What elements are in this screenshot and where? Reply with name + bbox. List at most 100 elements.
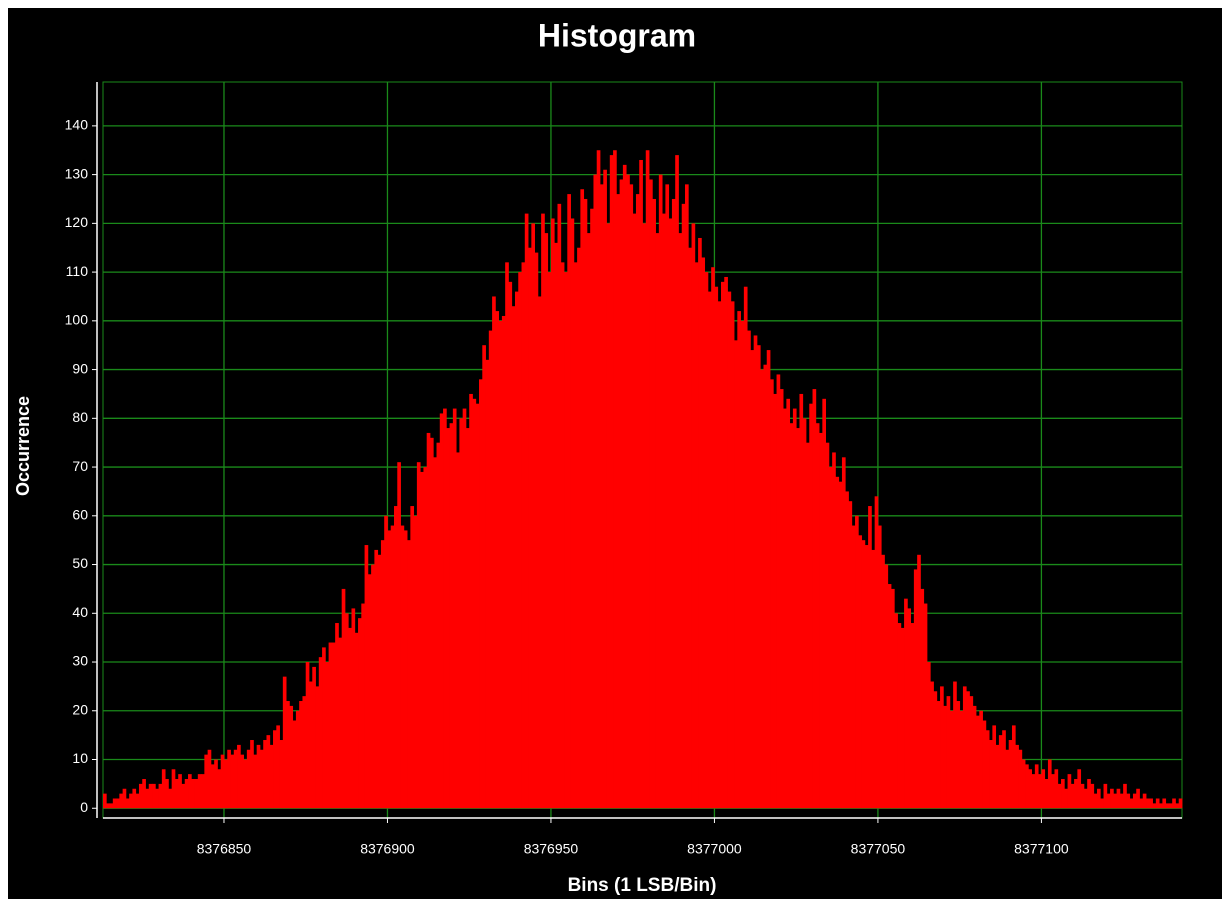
bar <box>155 788 159 809</box>
bar <box>701 257 706 809</box>
bar <box>423 467 428 809</box>
bar <box>459 418 464 809</box>
bar <box>855 515 859 809</box>
bar <box>433 457 437 809</box>
bar <box>374 549 379 809</box>
bar <box>642 223 647 809</box>
bar <box>930 681 934 809</box>
bar <box>429 437 434 809</box>
bar <box>514 291 519 809</box>
bar <box>380 540 385 809</box>
bar <box>145 788 150 809</box>
bar <box>443 408 447 809</box>
bar <box>1054 769 1059 809</box>
bar <box>671 198 676 809</box>
bar <box>874 496 879 809</box>
bar <box>802 418 807 809</box>
bar <box>681 203 686 809</box>
bar <box>531 223 535 809</box>
bar <box>1126 793 1131 809</box>
bar <box>864 545 869 809</box>
bar <box>119 793 124 809</box>
bar <box>727 291 732 809</box>
bar <box>165 779 169 809</box>
bar <box>907 608 912 809</box>
bar <box>191 779 195 809</box>
y-tick-label: 120 <box>65 214 89 230</box>
bar <box>567 194 571 809</box>
bar <box>789 423 794 809</box>
bar <box>148 783 153 809</box>
bar <box>246 749 251 809</box>
bar <box>397 462 401 809</box>
y-tick-label: 140 <box>65 117 89 133</box>
bar <box>760 369 764 809</box>
bar <box>521 262 526 809</box>
bar <box>890 588 895 809</box>
bar <box>616 194 621 809</box>
bar <box>1002 730 1006 809</box>
bar <box>135 793 140 809</box>
bar <box>884 564 889 809</box>
bar <box>779 389 784 809</box>
bar <box>655 233 660 809</box>
bar <box>940 686 944 809</box>
bar <box>1162 798 1167 809</box>
bar <box>168 788 173 809</box>
bar <box>639 159 643 809</box>
y-tick-label: 80 <box>72 409 88 425</box>
bar <box>354 632 359 809</box>
bar <box>720 281 725 809</box>
bar <box>250 740 254 809</box>
bar <box>308 681 313 809</box>
bar <box>197 774 202 809</box>
bar <box>573 262 578 809</box>
bar <box>632 213 637 809</box>
bar <box>426 432 431 809</box>
bar <box>724 276 728 809</box>
y-tick-label: 110 <box>66 263 89 279</box>
bar <box>750 350 755 809</box>
bar <box>456 452 460 809</box>
bar <box>815 423 820 809</box>
bar <box>688 247 692 809</box>
bar <box>410 506 415 809</box>
bar <box>936 701 941 809</box>
bar <box>1038 774 1042 809</box>
bar <box>841 457 846 809</box>
bar <box>1142 793 1147 809</box>
bar <box>609 155 614 809</box>
bar <box>1172 798 1176 809</box>
bar <box>403 530 408 809</box>
bar <box>596 150 601 809</box>
bar <box>541 213 545 809</box>
bar <box>299 701 303 809</box>
bar <box>488 330 493 809</box>
bar <box>351 608 356 809</box>
y-tick-label: 100 <box>65 312 89 328</box>
bar <box>995 744 1000 809</box>
bar <box>668 218 673 809</box>
bar <box>593 174 598 809</box>
bar <box>851 525 856 809</box>
bar <box>861 540 866 809</box>
bar <box>469 393 473 809</box>
bar <box>112 798 117 809</box>
bar <box>629 184 634 809</box>
bar <box>730 301 735 809</box>
bar <box>322 647 326 809</box>
bar <box>178 774 182 809</box>
bar <box>900 627 905 809</box>
bar <box>129 793 133 809</box>
bar <box>550 218 555 809</box>
bar <box>1139 798 1144 809</box>
bar <box>586 233 591 809</box>
bar <box>675 155 679 809</box>
bar <box>109 803 114 809</box>
bar <box>302 696 307 809</box>
bar <box>962 686 967 809</box>
x-tick-label: 8376900 <box>360 841 415 857</box>
bar <box>1015 744 1019 809</box>
bar <box>662 213 666 809</box>
